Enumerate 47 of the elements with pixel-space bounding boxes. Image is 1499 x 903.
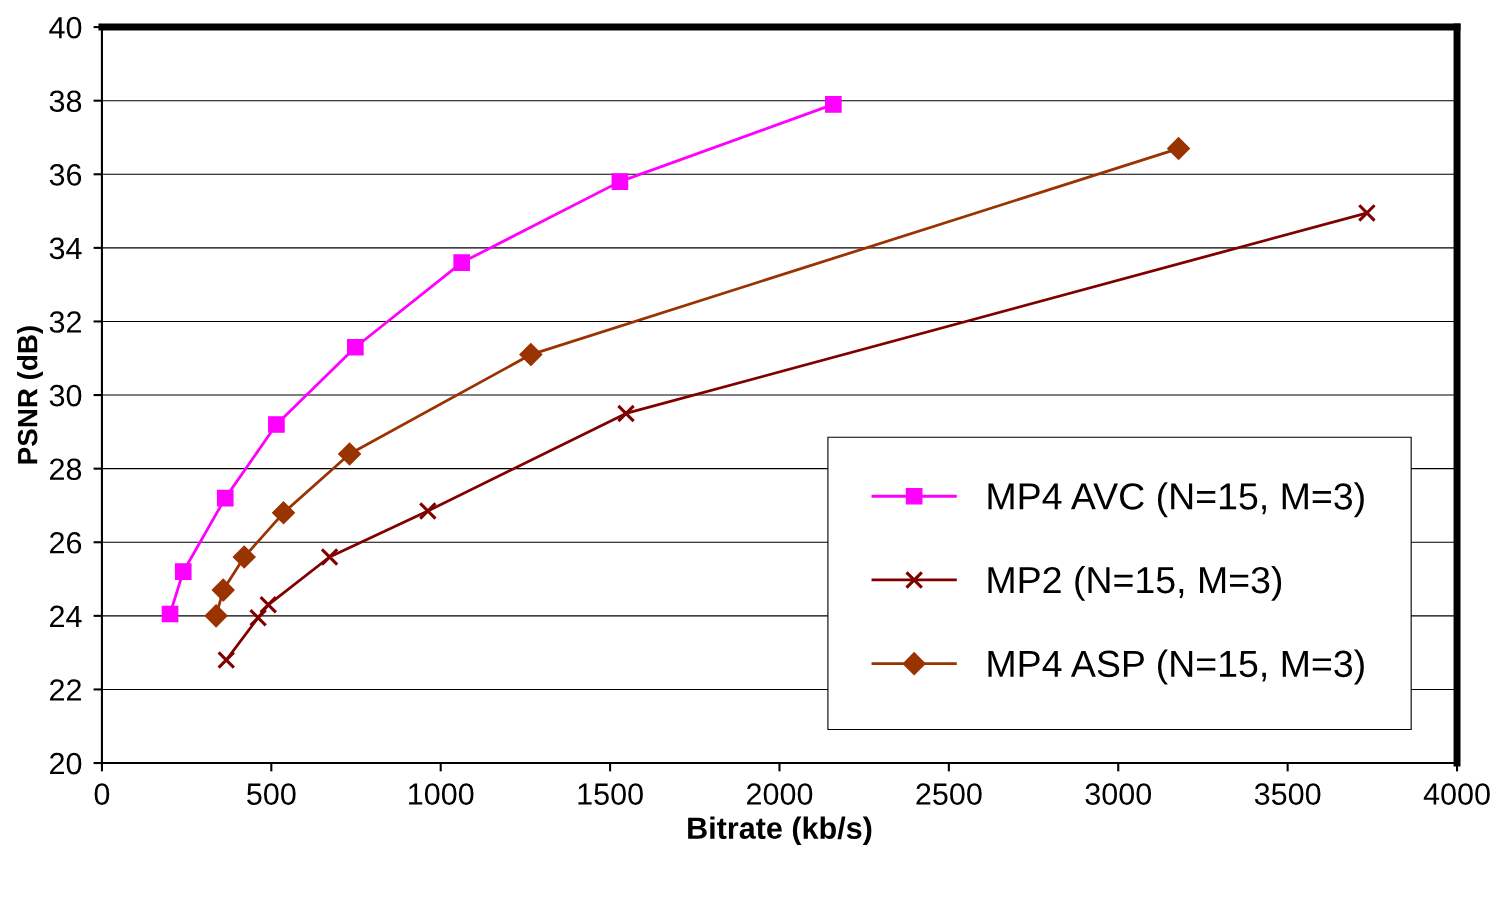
y-axis-title: PSNR (dB)	[17, 326, 43, 464]
point	[204, 604, 228, 628]
legend-label: MP4 AVC (N=15, M=3)	[988, 482, 1364, 518]
point	[611, 173, 629, 190]
point	[268, 416, 285, 433]
legend-label: MP4 ASP (N=15, M=3)	[988, 649, 1364, 685]
point	[1357, 203, 1377, 223]
point	[1167, 137, 1191, 161]
y-tick-label: 40	[49, 16, 82, 39]
point	[338, 442, 362, 466]
x-tick-label: 0	[94, 783, 110, 805]
x-tick-label: 1500	[578, 783, 643, 805]
point	[217, 650, 236, 670]
y-tick-label: 22	[50, 679, 81, 701]
y-tick-label: 20	[50, 752, 82, 775]
x-tick-label: 2000	[747, 783, 813, 805]
point	[347, 338, 364, 356]
point	[259, 595, 278, 614]
y-tick-label: 26	[50, 531, 82, 554]
point	[418, 501, 437, 521]
legend-label: MP2 (N=15, M=3)	[988, 565, 1282, 601]
point	[453, 254, 471, 271]
point	[320, 547, 339, 567]
x-tick-label: 1000	[409, 783, 474, 805]
point	[825, 96, 842, 113]
point	[616, 404, 636, 423]
point	[519, 343, 543, 367]
point	[161, 605, 179, 623]
point	[174, 563, 192, 581]
point	[272, 501, 296, 525]
x-tick-label: 4000	[1423, 783, 1490, 805]
y-tick-label: 30	[49, 384, 82, 407]
y-tick-label: 24	[50, 605, 82, 627]
y-tick-label: 28	[50, 458, 82, 481]
x-tick-label: 3000	[1085, 783, 1152, 805]
x-tick-label: 500	[247, 783, 296, 805]
point	[248, 608, 268, 627]
y-tick-label: 34	[49, 237, 82, 260]
point	[232, 545, 256, 569]
y-tick-label: 38	[49, 90, 82, 113]
x-axis-title: Bitrate (kb/s)	[688, 816, 872, 845]
y-tick-label: 32	[49, 311, 81, 333]
point	[211, 578, 235, 602]
x-tick-label: 2500	[916, 783, 982, 805]
x-tick-label: 3500	[1254, 783, 1321, 805]
point	[216, 489, 234, 507]
y-tick-label: 36	[49, 164, 82, 186]
